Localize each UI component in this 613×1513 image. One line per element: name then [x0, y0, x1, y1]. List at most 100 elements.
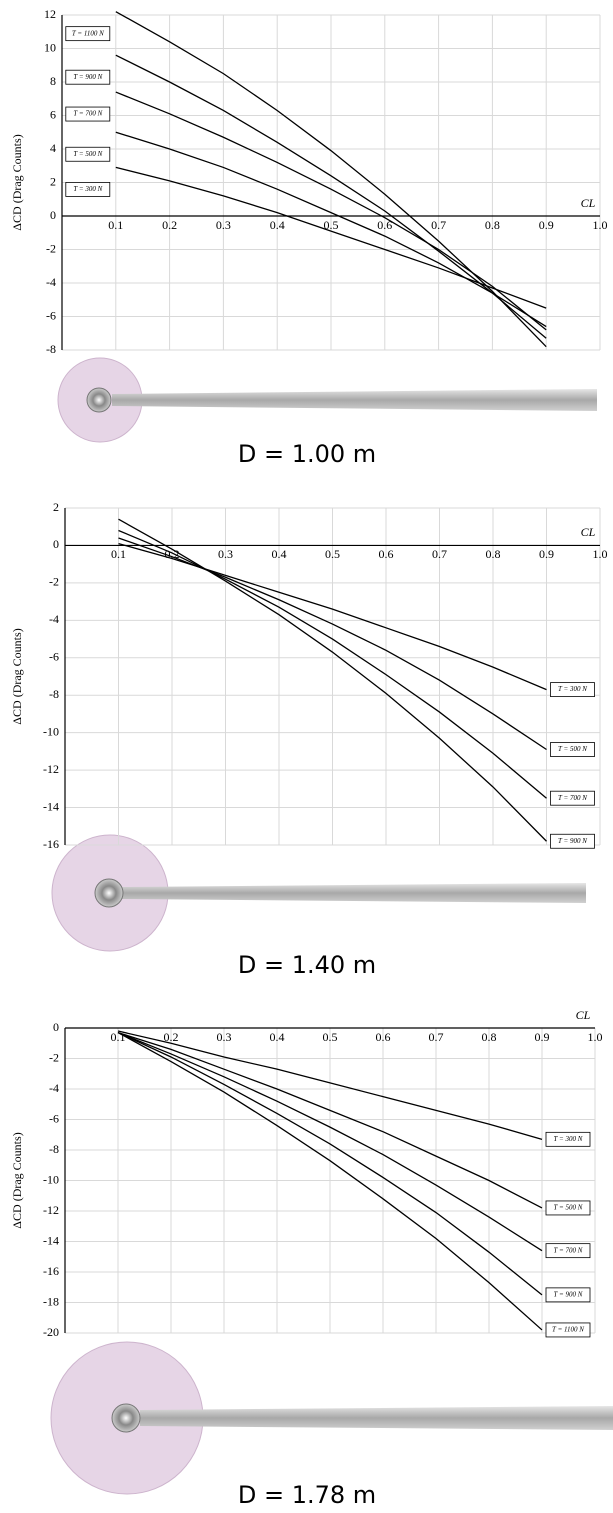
y-tick-label: -8 — [46, 342, 56, 356]
y-tick-label: -2 — [49, 1050, 59, 1064]
legend-label: T = 1100 N — [552, 1326, 584, 1334]
legend-box — [545, 1243, 591, 1259]
series-line — [117, 1031, 543, 1296]
legend-label: T = 1100 N — [72, 29, 104, 37]
x-tick-label: 1.0 — [588, 1030, 603, 1044]
x-tick-label: 0.4 — [272, 547, 287, 561]
legend-box — [65, 182, 111, 197]
y-tick-label: -16 — [43, 837, 59, 851]
x-tick-label: 0.9 — [535, 1030, 550, 1044]
legend-box — [550, 833, 595, 849]
legend-box — [550, 682, 595, 698]
x-tick-label: 0.7 — [432, 547, 447, 561]
caption: D = 1.78 m — [238, 1481, 376, 1509]
x-tick-label: 0.8 — [482, 1030, 497, 1044]
y-tick-label: 4 — [50, 141, 56, 155]
x-tick-label: 0.5 — [324, 218, 339, 232]
x-tick-label: 1.0 — [593, 547, 608, 561]
x-tick-label: 0.8 — [485, 218, 500, 232]
x-axis-label: CL — [581, 525, 596, 539]
y-tick-label: -12 — [43, 762, 59, 776]
y-tick-label: -10 — [43, 724, 59, 738]
x-tick-label: 0.4 — [270, 218, 285, 232]
x-tick-label: 0.5 — [325, 547, 340, 561]
x-tick-label: 0.3 — [217, 1030, 232, 1044]
y-tick-label: 0 — [50, 208, 56, 222]
x-tick-label: 0.6 — [377, 218, 392, 232]
legend-box — [545, 1131, 591, 1147]
legend-label: T = 700 N — [73, 110, 102, 118]
x-tick-label: 1.0 — [593, 218, 608, 232]
legend-label: T = 500 N — [558, 745, 587, 753]
y-tick-label: 0 — [53, 1020, 59, 1034]
propeller-wing-3 — [50, 1341, 613, 1495]
y-tick-label: -2 — [46, 241, 56, 255]
y-tick-label: -8 — [49, 687, 59, 701]
x-tick-label: 0.5 — [323, 1030, 338, 1044]
y-tick-label: -4 — [49, 1081, 59, 1095]
legend-label: T = 900 N — [554, 1290, 583, 1298]
y-tick-label: -14 — [43, 799, 59, 813]
legend-label: T = 700 N — [554, 1246, 583, 1254]
y-axis-label: ΔCD (Drag Counts) — [10, 1132, 24, 1228]
x-tick-label: 0.7 — [429, 1030, 444, 1044]
x-tick-label: 0.1 — [111, 547, 126, 561]
y-tick-label: -10 — [43, 1172, 59, 1186]
y-tick-label: -6 — [49, 650, 59, 664]
legend-box — [65, 69, 111, 85]
legend-label: T = 500 N — [554, 1204, 583, 1212]
legend-label: T = 300 N — [554, 1135, 583, 1143]
y-tick-label: -18 — [43, 1294, 59, 1308]
legend-box — [545, 1287, 591, 1303]
y-tick-label: 8 — [50, 74, 56, 88]
x-tick-label: 0.3 — [218, 547, 233, 561]
y-tick-label: -16 — [43, 1264, 59, 1278]
legend-label: T = 500 N — [73, 150, 102, 158]
caption: D = 1.00 m — [238, 440, 376, 468]
x-tick-label: 0.2 — [164, 1030, 179, 1044]
y-tick-label: -2 — [49, 575, 59, 589]
x-tick-label: 0.7 — [431, 218, 446, 232]
x-tick-label: 0.4 — [270, 1030, 285, 1044]
series-line — [115, 54, 547, 339]
legend-box — [65, 106, 111, 122]
y-tick-label: 2 — [50, 174, 56, 188]
legend-label: T = 300 N — [73, 185, 102, 193]
x-tick-label: 0.1 — [108, 218, 123, 232]
legend-label: T = 900 N — [558, 837, 587, 845]
y-tick-label: -14 — [43, 1233, 59, 1247]
x-tick-label: 0.8 — [486, 547, 501, 561]
y-tick-label: 12 — [44, 7, 56, 21]
series-line — [118, 529, 547, 799]
legend-box — [65, 146, 111, 162]
legend-label: T = 900 N — [73, 73, 102, 81]
x-tick-label: 0.6 — [376, 1030, 391, 1044]
series-line — [117, 1031, 543, 1252]
series-line — [115, 166, 547, 309]
y-tick-label: -4 — [49, 612, 59, 626]
y-tick-label: -12 — [43, 1203, 59, 1217]
legend-label: T = 300 N — [558, 685, 587, 693]
series-line — [118, 518, 547, 842]
y-tick-label: -6 — [49, 1111, 59, 1125]
y-tick-label: 2 — [53, 500, 59, 514]
x-tick-label: 0.2 — [162, 218, 177, 232]
y-tick-label: -20 — [43, 1325, 59, 1339]
y-tick-label: 10 — [44, 40, 56, 54]
legend-box — [550, 790, 595, 806]
legend-box — [545, 1322, 591, 1338]
series-line — [118, 537, 547, 751]
series-line — [115, 131, 547, 328]
y-tick-label: -8 — [49, 1142, 59, 1156]
legend-box — [550, 742, 595, 757]
x-tick-label: 0.3 — [216, 218, 231, 232]
propeller-wing-1 — [57, 357, 597, 443]
propeller-wing-2 — [51, 834, 586, 952]
x-tick-label: 0.9 — [539, 218, 554, 232]
series-line — [117, 1031, 543, 1209]
y-axis-label: ΔCD (Drag Counts) — [10, 134, 24, 230]
y-tick-label: -6 — [46, 308, 56, 322]
legend-box — [545, 1200, 591, 1216]
y-tick-label: 0 — [53, 537, 59, 551]
